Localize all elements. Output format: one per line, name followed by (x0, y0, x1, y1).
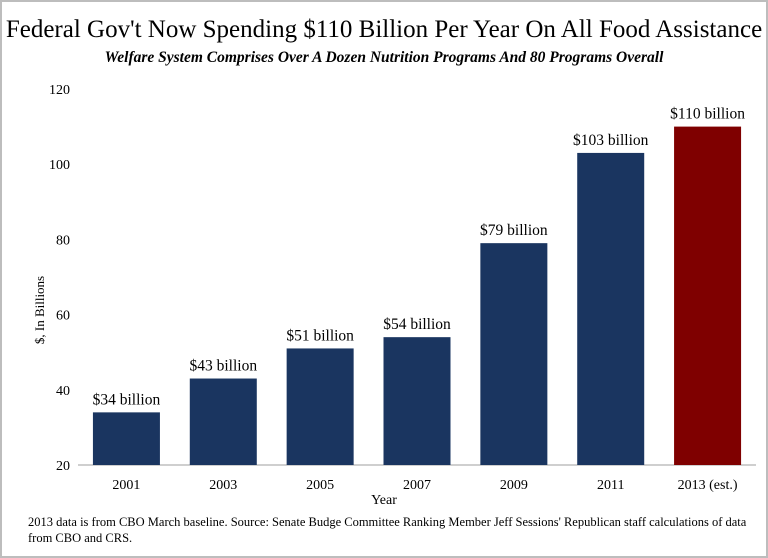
x-tick-label: 2013 (est.) (678, 478, 738, 493)
x-tick-label: 2001 (112, 478, 140, 493)
bar-2001 (92, 412, 160, 465)
data-label: $79 billion (480, 222, 548, 239)
bar-2005 (286, 348, 354, 465)
y-tick-label: 40 (56, 384, 70, 399)
data-label: $34 billion (93, 391, 161, 408)
x-tick-label: 2007 (403, 478, 431, 493)
x-tick-label: 2005 (306, 478, 334, 493)
chart-title: Federal Gov't Now Spending $110 Billion … (5, 16, 763, 43)
y-tick-label: 120 (49, 83, 70, 98)
y-axis-label: $, In Billions (32, 275, 47, 345)
y-tick-label: 20 (56, 459, 70, 474)
y-tick-label: 60 (56, 309, 70, 324)
bar-2009 (480, 243, 548, 465)
data-label: $103 billion (573, 132, 649, 149)
y-tick-label: 100 (49, 158, 70, 173)
y-tick-label: 80 (56, 233, 70, 248)
x-axis-label: Year (371, 493, 397, 508)
bar-2013est (674, 126, 742, 465)
x-tick-label: 2011 (597, 478, 624, 493)
data-label: $51 billion (286, 327, 354, 344)
data-label: $54 billion (383, 316, 451, 333)
bar-2003 (189, 378, 257, 465)
data-label: $43 billion (189, 358, 257, 375)
bar-2007 (383, 337, 451, 465)
chart-subtitle: Welfare System Comprises Over A Dozen Nu… (104, 49, 664, 66)
data-label: $110 billion (670, 106, 745, 123)
x-tick-label: 2003 (209, 478, 237, 493)
bar-2011 (577, 152, 645, 466)
footnote: 2013 data is from CBO March baseline. So… (28, 515, 747, 545)
x-tick-label: 2009 (500, 478, 528, 493)
